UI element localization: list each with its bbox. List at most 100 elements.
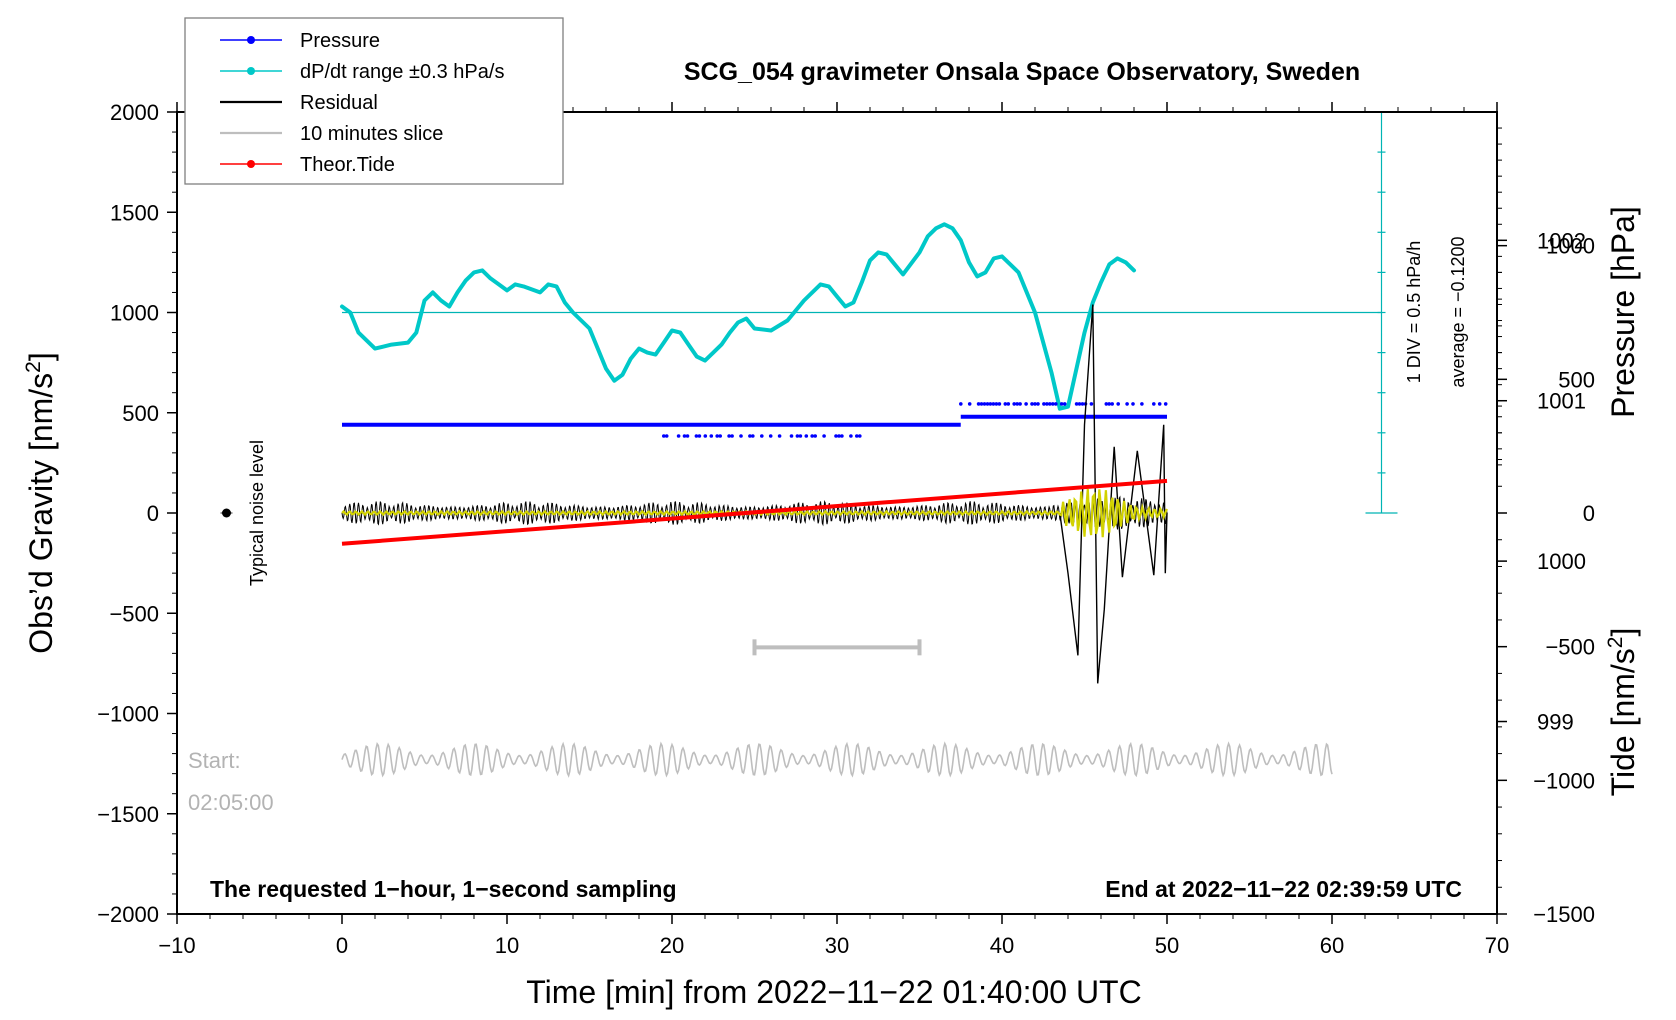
pressure-point bbox=[979, 402, 984, 406]
x-tick-label: 50 bbox=[1155, 933, 1179, 958]
pressure-point bbox=[1048, 402, 1052, 406]
pressure-point bbox=[748, 434, 752, 438]
pressure-point bbox=[1030, 402, 1034, 406]
legend-label: Residual bbox=[300, 92, 378, 114]
dpdt-line bbox=[340, 222, 1136, 411]
pressure-point bbox=[1018, 402, 1022, 406]
pressure-point bbox=[715, 434, 719, 438]
pressure-point bbox=[1036, 402, 1040, 406]
pressure-point bbox=[994, 402, 999, 406]
tide-series bbox=[341, 478, 1168, 546]
pressure-point bbox=[718, 434, 722, 438]
pressure-point bbox=[837, 434, 841, 438]
pressure-point bbox=[1080, 402, 1085, 406]
pressure-point bbox=[685, 434, 690, 438]
gravity-tick-label: 500 bbox=[122, 401, 159, 426]
gravity-tick-label: −500 bbox=[109, 601, 159, 626]
pressure-tick-label: 1000 bbox=[1537, 549, 1586, 574]
chart-title: SCG_054 gravimeter Onsala Space Observat… bbox=[684, 58, 1360, 86]
y-axis-title-pressure: Pressure [hPa] bbox=[1605, 206, 1641, 418]
plot-frame bbox=[176, 111, 1498, 915]
legend-marker bbox=[247, 67, 255, 75]
residual-line bbox=[341, 495, 1168, 530]
x-tick-label: 0 bbox=[336, 933, 348, 958]
pressure-tick-label: 1002 bbox=[1537, 228, 1586, 253]
pressure-point bbox=[959, 402, 963, 406]
pressure-point bbox=[1107, 402, 1111, 406]
pressure-point bbox=[682, 434, 687, 438]
pressure-point bbox=[1157, 402, 1162, 406]
x-tick-label: 30 bbox=[825, 933, 849, 958]
x-tick-label: 60 bbox=[1320, 933, 1344, 958]
pressure-point bbox=[751, 434, 755, 438]
gravity-tick-label: −2000 bbox=[97, 902, 159, 927]
pressure-point bbox=[694, 434, 699, 438]
tide-tick-label: 1000 bbox=[1546, 234, 1595, 259]
pressure-tick-label: 999 bbox=[1537, 710, 1574, 735]
legend-label: dP/dt range ±0.3 hPa/s bbox=[300, 61, 504, 83]
pressure-point bbox=[813, 434, 817, 438]
pressure-point bbox=[1116, 402, 1120, 406]
pressure-point bbox=[1131, 402, 1135, 406]
pressure-point bbox=[858, 434, 862, 438]
slice-line bbox=[341, 741, 1333, 778]
tide-line bbox=[341, 478, 1168, 546]
gravity-tick-label: −1500 bbox=[97, 802, 159, 827]
pressure-point bbox=[1033, 402, 1037, 406]
pressure-point bbox=[1152, 402, 1156, 406]
x-tick-label: −10 bbox=[158, 933, 195, 958]
y-axis-title-gravity: Obs’d Gravity [nm/s2] bbox=[22, 352, 59, 654]
pressure-point bbox=[1042, 402, 1046, 406]
annotations bbox=[220, 508, 922, 656]
axis-ticks: −10 0 10 20 30 40 50 60 70 2000 1500 1000 500 0 −500 −1… bbox=[97, 100, 1595, 958]
legend-marker bbox=[247, 160, 255, 168]
pressure-point bbox=[1163, 402, 1168, 406]
gravity-tick-label: −1000 bbox=[97, 702, 159, 727]
pressure-point bbox=[1125, 402, 1129, 406]
pressure-point bbox=[1015, 402, 1019, 406]
pressure-point bbox=[1062, 402, 1067, 406]
footer-right: End at 2022−11−22 02:39:59 UTC bbox=[1105, 876, 1462, 902]
start-label: Start: bbox=[188, 748, 241, 773]
pressure-point bbox=[810, 434, 814, 438]
pressure-point bbox=[676, 434, 681, 438]
pressure-point bbox=[1074, 402, 1079, 406]
pressure-point bbox=[1104, 402, 1109, 406]
pressure-point bbox=[760, 434, 764, 438]
tide-tick-label: −500 bbox=[1545, 635, 1595, 660]
pressure-point bbox=[1012, 402, 1016, 406]
legend-marker bbox=[247, 36, 255, 44]
pressure-point bbox=[1077, 402, 1082, 406]
pressure-point bbox=[795, 434, 800, 438]
slice-series bbox=[341, 741, 1333, 778]
pressure-point bbox=[967, 402, 972, 406]
pressure-point bbox=[664, 434, 669, 438]
pressure-point bbox=[1051, 402, 1055, 406]
pressure-point bbox=[804, 434, 809, 438]
pressure-point bbox=[739, 434, 743, 438]
pressure-point bbox=[982, 402, 987, 406]
pressure-point bbox=[1110, 402, 1114, 406]
pressure-point bbox=[822, 434, 826, 438]
x-tick-label: 10 bbox=[495, 933, 519, 958]
x-tick-label: 70 bbox=[1485, 933, 1509, 958]
pressure-point bbox=[988, 402, 993, 406]
pressure-point bbox=[709, 434, 714, 438]
pressure-point bbox=[1059, 402, 1064, 406]
tide-tick-label: −1500 bbox=[1533, 902, 1595, 927]
pressure-series bbox=[342, 402, 1168, 438]
gravity-tick-label: 0 bbox=[147, 501, 159, 526]
pressure-point bbox=[997, 402, 1002, 406]
legend-label: Theor.Tide bbox=[300, 154, 395, 176]
pressure-point bbox=[1054, 402, 1058, 406]
pressure-point bbox=[662, 434, 666, 438]
tide-tick-label: −1000 bbox=[1533, 768, 1595, 793]
pressure-point bbox=[991, 402, 996, 406]
pressure-point bbox=[1140, 402, 1144, 406]
pressure-point bbox=[730, 434, 734, 438]
pressure-point bbox=[1045, 402, 1049, 406]
pressure-point bbox=[985, 402, 990, 406]
dpdt-series bbox=[340, 222, 1136, 411]
pressure-point bbox=[1089, 402, 1094, 406]
y-axis-title-tide: Tide [nm/s2] bbox=[1604, 628, 1641, 797]
